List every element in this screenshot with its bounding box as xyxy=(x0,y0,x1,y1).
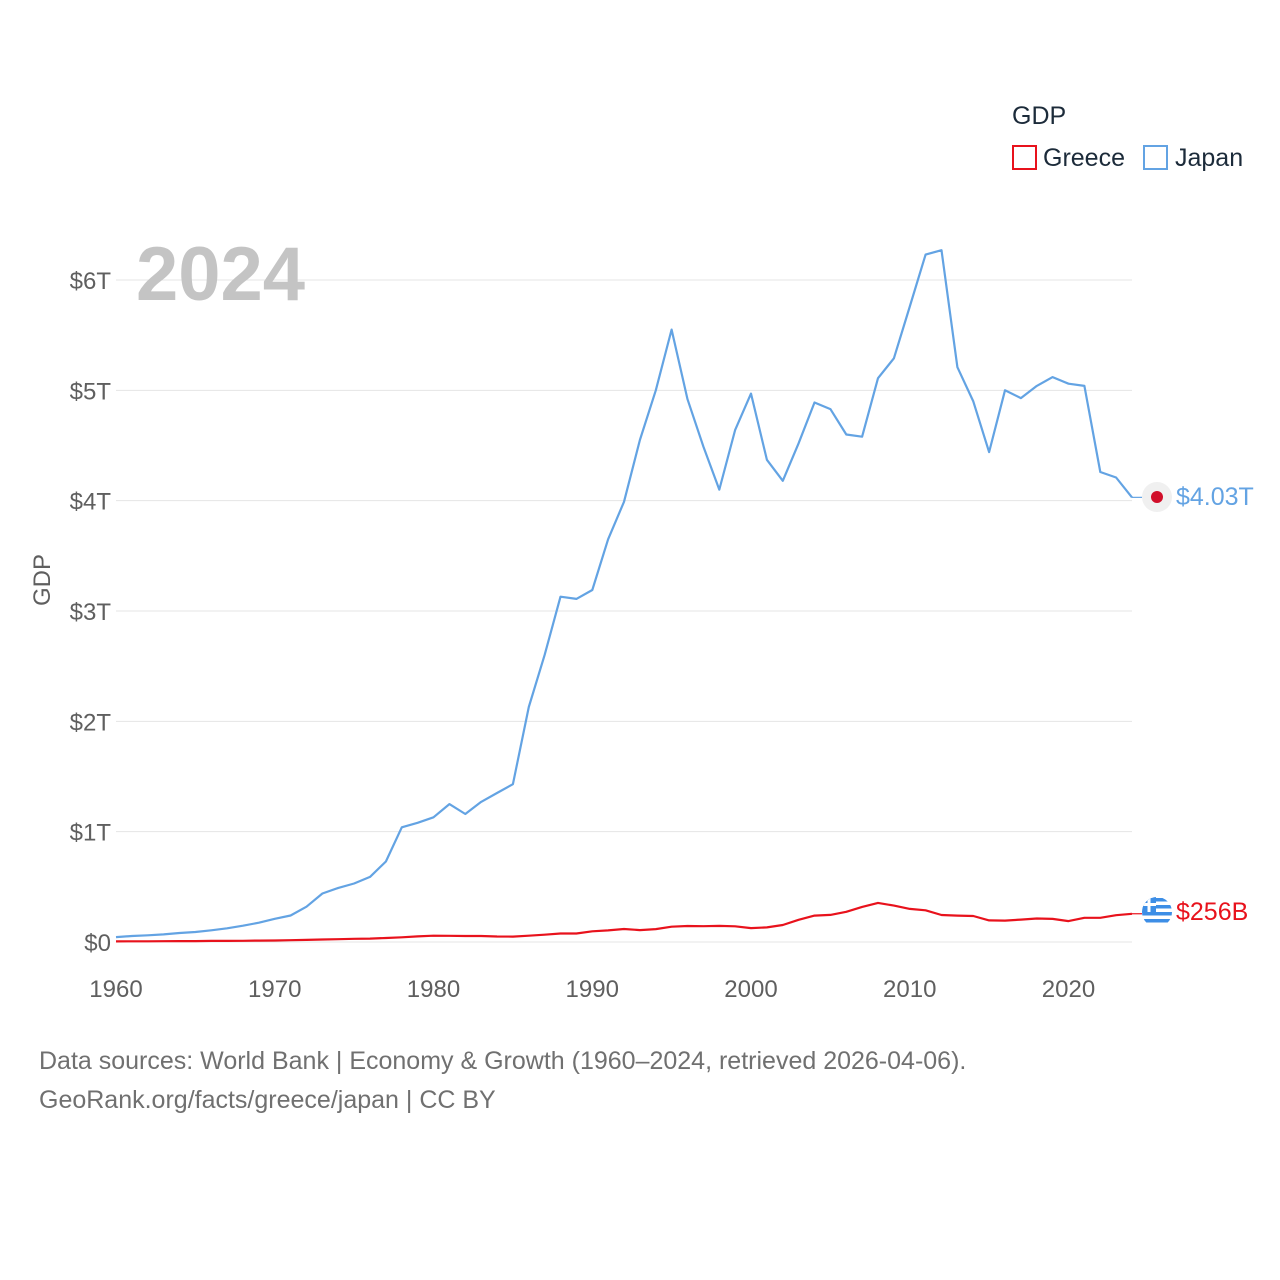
source-line-2: GeoRank.org/facts/greece/japan | CC BY xyxy=(39,1086,496,1114)
legend-title: GDP xyxy=(1012,102,1066,130)
x-tick-label: 2000 xyxy=(724,976,777,1003)
y-axis-label: GDP xyxy=(29,554,56,606)
end-label-greece: $256B xyxy=(1176,898,1248,926)
x-tick-label: 1960 xyxy=(89,976,142,1003)
x-tick-label: 1970 xyxy=(248,976,301,1003)
legend-label-japan[interactable]: Japan xyxy=(1175,144,1243,172)
source-line-1: Data sources: World Bank | Economy & Gro… xyxy=(39,1047,966,1075)
x-tick-label: 1980 xyxy=(407,976,460,1003)
year-label: 2024 xyxy=(136,232,305,317)
y-tick-label: $2T xyxy=(70,709,112,736)
end-label-japan: $4.03T xyxy=(1176,483,1254,511)
gridlines xyxy=(116,279,1132,943)
x-tick-label: 2020 xyxy=(1042,976,1095,1003)
greece-flag-icon xyxy=(1142,897,1172,927)
x-axis-ticks: 1960 1970 1980 1990 2000 2010 2020 xyxy=(89,976,1095,1003)
legend-swatch-greece[interactable] xyxy=(1012,145,1037,170)
y-tick-label: $0 xyxy=(84,930,111,957)
legend-label-greece[interactable]: Greece xyxy=(1043,144,1125,172)
series-line-japan[interactable] xyxy=(115,249,1133,939)
series-line-greece[interactable] xyxy=(115,901,1133,943)
series-lines xyxy=(115,249,1142,943)
y-axis-ticks: $0 $1T $2T $3T $4T $5T $6T xyxy=(70,268,112,957)
y-tick-label: $6T xyxy=(70,268,112,295)
legend-swatch-japan[interactable] xyxy=(1143,145,1168,170)
legend[interactable]: GDP Greece Japan xyxy=(1012,102,1243,172)
y-tick-label: $1T xyxy=(70,820,112,847)
x-tick-label: 2010 xyxy=(883,976,936,1003)
japan-flag-icon xyxy=(1142,482,1172,512)
y-tick-label: $3T xyxy=(70,599,112,626)
x-tick-label: 1990 xyxy=(566,976,619,1003)
y-tick-label: $4T xyxy=(70,489,112,516)
y-tick-label: $5T xyxy=(70,378,112,405)
